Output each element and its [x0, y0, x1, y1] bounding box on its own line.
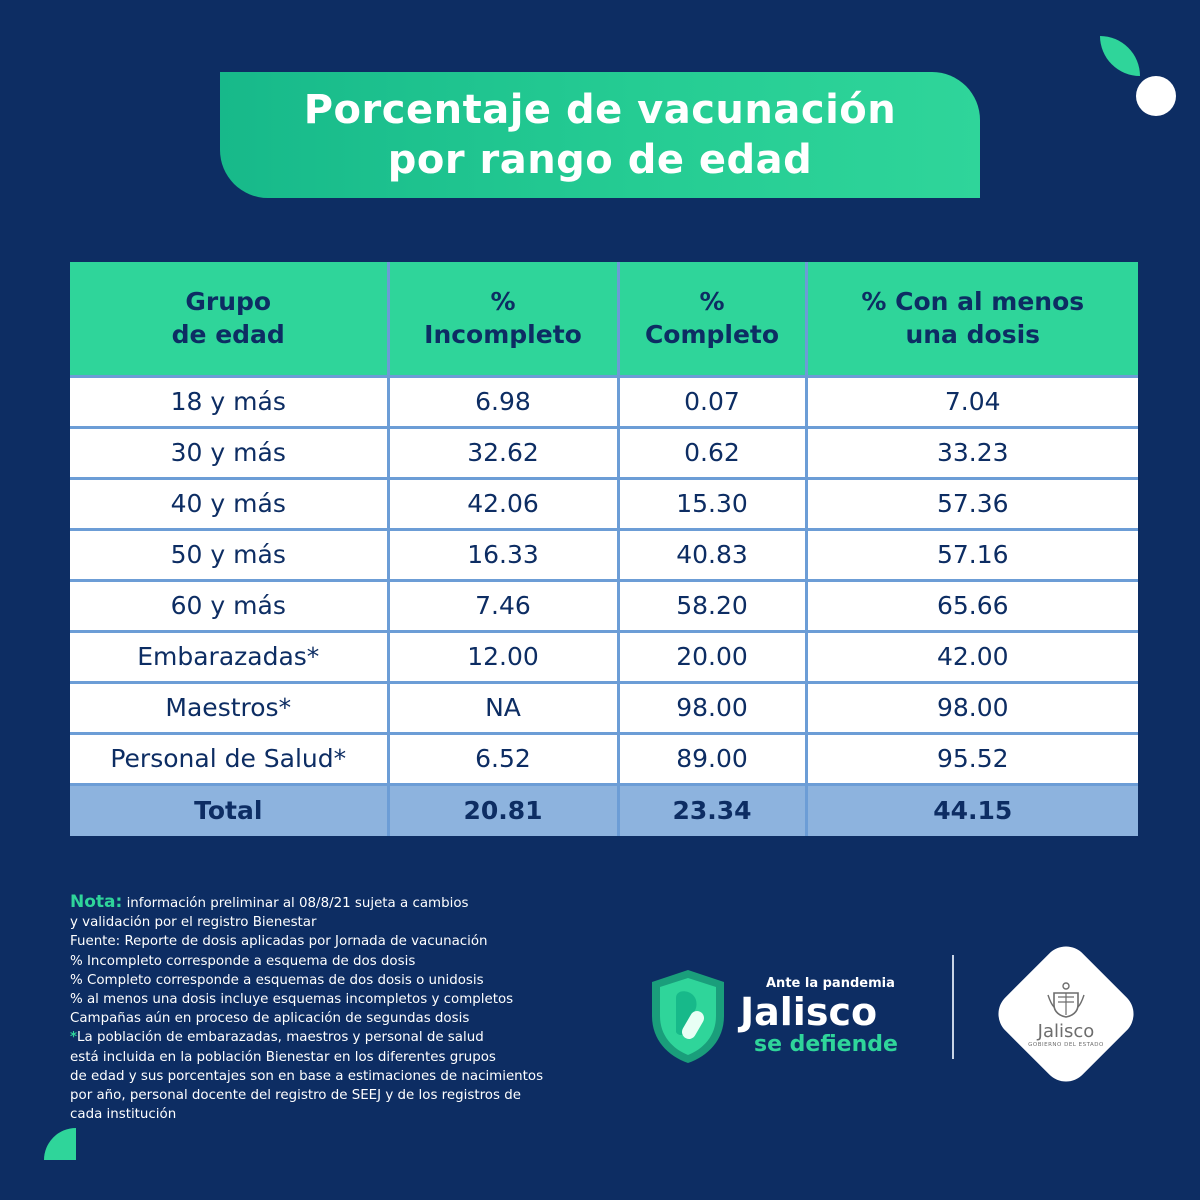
note-line: *La población de embarazadas, maestros y…: [70, 1030, 484, 1046]
cell-incompleto: 32.62: [386, 425, 620, 480]
note-line: Campañas aún en proceso de aplicación de…: [70, 1011, 470, 1027]
nota-label: Nota:: [70, 892, 123, 912]
note-line: de edad y sus porcentajes son en base a …: [70, 1068, 544, 1084]
cell-group: 60 y más: [70, 578, 390, 633]
cell-al-menos: 95.52: [804, 731, 1138, 786]
cell-al-menos: 65.66: [804, 578, 1138, 633]
cell-completo: 15.30: [616, 476, 808, 531]
coat-of-arms-icon: [1047, 981, 1085, 1018]
cell-incompleto: 12.00: [386, 629, 620, 684]
note-line: cada institución: [70, 1107, 177, 1123]
asterisk-marker: *: [70, 1030, 78, 1046]
table-row: 50 y más 16.33 40.83 57.16: [70, 527, 1138, 582]
cell-al-menos: 33.23: [804, 425, 1138, 480]
cell-al-menos: 57.16: [804, 527, 1138, 582]
cell-incompleto: NA: [386, 680, 620, 735]
header-completo: % Completo: [616, 262, 808, 378]
cell-al-menos: 98.00: [804, 680, 1138, 735]
cell-total-incompleto: 20.81: [386, 782, 620, 836]
decorative-leaf-shape: [1100, 36, 1140, 76]
cell-group: Personal de Salud*: [70, 731, 390, 786]
cell-incompleto: 6.98: [386, 374, 620, 429]
title-line-1: Porcentaje de vacunación: [303, 87, 897, 133]
cell-incompleto: 7.46: [386, 578, 620, 633]
cell-group: 40 y más: [70, 476, 390, 531]
government-logo: Jalisco GOBIERNO DEL ESTADO: [996, 944, 1136, 1084]
cell-group: 50 y más: [70, 527, 390, 582]
cell-completo: 40.83: [616, 527, 808, 582]
shield-icon: [652, 970, 724, 1063]
cell-completo: 58.20: [616, 578, 808, 633]
table-row: 30 y más 32.62 0.62 33.23: [70, 425, 1138, 480]
table-row: 18 y más 6.98 0.07 7.04: [70, 374, 1138, 429]
logo-tagline: Ante la pandemia: [766, 976, 895, 991]
cell-incompleto: 16.33: [386, 527, 620, 582]
table-row: Embarazadas* 12.00 20.00 42.00: [70, 629, 1138, 684]
cell-group: 30 y más: [70, 425, 390, 480]
cell-completo: 89.00: [616, 731, 808, 786]
title-line-2: por rango de edad: [387, 137, 813, 183]
cell-al-menos: 57.36: [804, 476, 1138, 531]
note-line: y validación por el registro Bienestar: [70, 915, 317, 931]
title-banner: Porcentaje de vacunación por rango de ed…: [220, 72, 980, 198]
table-row: 40 y más 42.06 15.30 57.36: [70, 476, 1138, 531]
logo-divider: [952, 955, 954, 1059]
cell-completo: 20.00: [616, 629, 808, 684]
cell-completo: 0.62: [616, 425, 808, 480]
cell-incompleto: 42.06: [386, 476, 620, 531]
note-line: Fuente: Reporte de dosis aplicadas por J…: [70, 934, 488, 950]
decorative-dot: [1136, 76, 1176, 116]
cell-group: 18 y más: [70, 374, 390, 429]
cell-group: Maestros*: [70, 680, 390, 735]
note-line: % al menos una dosis incluye esquemas in…: [70, 992, 514, 1008]
government-logo-subtitle: GOBIERNO DEL ESTADO: [1028, 1041, 1104, 1048]
header-incompleto: % Incompleto: [386, 262, 620, 378]
table-header-row: Grupo de edad % Incompleto % Completo % …: [70, 262, 1138, 378]
logo-brand: Jalisco: [740, 990, 878, 1034]
logo-slogan: se defiende: [754, 1032, 898, 1057]
header-grupo-edad: Grupo de edad: [70, 262, 390, 378]
cell-group: Embarazadas*: [70, 629, 390, 684]
cell-completo: 98.00: [616, 680, 808, 735]
note-line: % Completo corresponde a esquemas de dos…: [70, 972, 484, 988]
header-al-menos-una-dosis: % Con al menos una dosis: [804, 262, 1138, 378]
note-line: % Incompleto corresponde a esquema de do…: [70, 953, 416, 969]
note-line: por año, personal docente del registro d…: [70, 1088, 521, 1104]
government-logo-name: Jalisco: [1037, 1020, 1095, 1042]
footnotes: Nota: información preliminar al 08/8/21 …: [70, 892, 630, 1124]
table-total-row: Total 20.81 23.34 44.15: [70, 782, 1138, 836]
jalisco-se-defiende-logo: Ante la pandemia Jalisco se defiende: [646, 966, 926, 1066]
cell-total-al-menos: 44.15: [804, 782, 1138, 836]
decorative-corner-shape: [44, 1128, 76, 1160]
note-line: Nota: información preliminar al 08/8/21 …: [70, 892, 469, 912]
table-row: Maestros* NA 98.00 98.00: [70, 680, 1138, 735]
cell-incompleto: 6.52: [386, 731, 620, 786]
table-row: 60 y más 7.46 58.20 65.66: [70, 578, 1138, 633]
note-line: está incluida en la población Bienestar …: [70, 1049, 496, 1065]
cell-total-label: Total: [70, 782, 390, 836]
table-row: Personal de Salud* 6.52 89.00 95.52: [70, 731, 1138, 786]
vaccination-table: Grupo de edad % Incompleto % Completo % …: [70, 262, 1138, 836]
cell-completo: 0.07: [616, 374, 808, 429]
cell-al-menos: 7.04: [804, 374, 1138, 429]
cell-total-completo: 23.34: [616, 782, 808, 836]
cell-al-menos: 42.00: [804, 629, 1138, 684]
